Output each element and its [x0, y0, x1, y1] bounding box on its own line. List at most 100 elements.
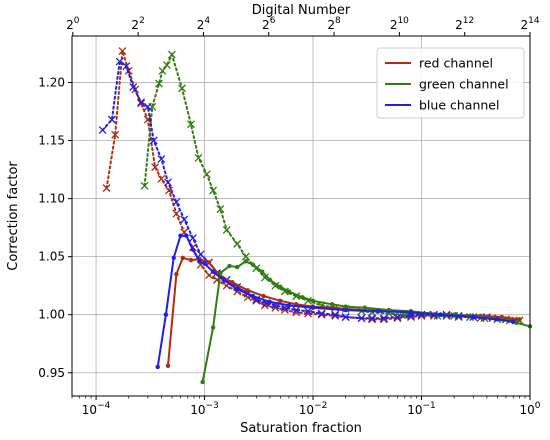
blue-channel-dot-point — [178, 233, 183, 238]
top-tick-label: 26 — [262, 16, 276, 32]
blue-channel-dot-point — [235, 286, 240, 292]
blue-channel-dot-point — [163, 312, 169, 317]
blue-channel-dot-point — [408, 310, 414, 315]
legend-label: red channel — [419, 56, 493, 71]
green-channel-cross-point — [209, 186, 218, 195]
blue-channel-dot-point — [190, 247, 196, 252]
legend-label: green channel — [419, 77, 509, 92]
blue-channel-cross-point — [143, 102, 152, 111]
y-tick-label: 1.05 — [38, 250, 65, 264]
green-channel-dot-point — [227, 263, 232, 269]
top-axis-title: Digital Number — [252, 3, 351, 18]
green-channel-cross-point — [233, 239, 242, 248]
blue-channel-cross-point — [122, 62, 131, 71]
x-tick-label: 100 — [519, 401, 540, 417]
red-channel-dot-point — [206, 260, 212, 265]
top-tick-label: 24 — [197, 16, 211, 32]
red-channel-cross-point — [165, 186, 173, 195]
blue-channel-dot-point — [286, 303, 292, 308]
top-tick-label: 210 — [390, 16, 409, 32]
blue-channel-dot-point — [310, 305, 316, 310]
red-channel-cross-point — [368, 315, 377, 324]
green-channel-cross-point — [155, 79, 163, 88]
blue-channel-cross-point — [393, 313, 402, 321]
x-tick-label: 10−3 — [190, 401, 219, 417]
green-channel-dot-point — [250, 262, 256, 267]
blue-channel-cross-point — [292, 306, 301, 315]
red-channel-dot-point — [517, 317, 522, 322]
y-tick-label: 0.95 — [38, 366, 65, 380]
red-channel-cross-point — [111, 130, 120, 139]
green-channel-dot-point — [210, 325, 216, 330]
green-channel-cross-point — [158, 66, 167, 75]
green-channel-dot-point — [200, 379, 205, 385]
green-channel-dot-point — [243, 259, 248, 264]
blue-channel-dot-point — [250, 293, 256, 299]
green-channel-cross-point — [241, 252, 250, 261]
blue-channel-cross-point — [115, 57, 124, 66]
green-channel-dot-point — [286, 289, 292, 294]
red-channel-dot-point — [180, 255, 185, 261]
green-channel-cross-point — [271, 281, 280, 290]
blue-channel-dot-point — [202, 261, 207, 266]
blue-channel-cross-point — [196, 250, 205, 259]
blue-channel-dot-point — [471, 314, 476, 320]
blue-channel-cross-point — [304, 307, 313, 316]
x-tick-label: 10−4 — [82, 401, 111, 417]
green-channel-cross-point — [202, 170, 211, 179]
green-channel-dot-point — [343, 304, 348, 309]
blue-channel-solid-line — [156, 234, 514, 368]
blue-channel-dot-point — [210, 269, 216, 274]
green-channel-cross-point — [187, 120, 195, 129]
legend-box — [376, 47, 525, 119]
blue-channel-cross-point — [164, 178, 172, 187]
red-channel-dot-point — [188, 257, 194, 263]
legend-label: blue channel — [419, 98, 499, 113]
blue-channel-dot-point — [343, 307, 348, 313]
y-axis-title: Correction factor — [6, 161, 21, 271]
green-channel-dot-point — [310, 298, 316, 303]
green-channel-dot-point — [278, 284, 283, 290]
y-tick-label: 1.00 — [38, 308, 65, 322]
blue-channel-cross-point — [188, 234, 197, 243]
red-channel-dot-point — [230, 279, 235, 285]
blue-channel-cross-point — [149, 136, 158, 145]
green-channel-dot-point — [260, 269, 265, 274]
blue-channel-cross-point — [137, 98, 146, 107]
blue-channel-cross-point — [172, 198, 181, 207]
blue-channel-dot-point — [197, 259, 202, 264]
blue-channel-dot-point — [171, 255, 176, 261]
green-channel-cross-point — [167, 50, 176, 59]
red-channel-cross-point — [102, 184, 111, 193]
top-tick-label: 22 — [131, 16, 144, 32]
blue-channel-cross-point — [341, 313, 350, 321]
series-layer — [98, 47, 533, 385]
legend: red channel green channel blue channel — [376, 47, 525, 119]
blue-channel-dot-point — [495, 317, 500, 322]
plot-frame — [71, 35, 531, 397]
x-tick-label: 10−2 — [299, 401, 328, 417]
green-channel-cross-point — [222, 225, 231, 234]
blue-channel-cross-point — [357, 314, 366, 323]
red-channel-cross-point — [151, 163, 160, 172]
y-tick-label: 1.20 — [38, 75, 65, 89]
blue-channel-dot-point — [438, 312, 443, 317]
blue-channel-cross-point — [317, 309, 326, 318]
green-channel-dot-point — [235, 264, 240, 270]
red-channel-dot-point — [278, 298, 283, 303]
blue-channel-cross-point — [129, 83, 138, 92]
ticks: 0.95 1.00 1.05 1.10 1.15 1.20 10−4 10−3 10−2 10−1… — [38, 16, 540, 417]
green-channel-cross-point — [178, 84, 186, 93]
green-channel-cross-point — [216, 205, 225, 213]
blue-channel-cross-point — [98, 126, 107, 135]
blue-channel-dot-point — [184, 233, 189, 238]
y-tick-label: 1.10 — [38, 192, 65, 206]
x-axis-title: Saturation fraction — [240, 421, 362, 436]
red-channel-dot-point — [174, 271, 179, 277]
red-channel-cross-point — [118, 47, 127, 56]
green-channel-dot-point — [329, 302, 335, 307]
top-tick-label: 28 — [327, 16, 341, 32]
red-channel-dot-point — [261, 293, 266, 299]
top-tick-label: 212 — [455, 16, 474, 32]
